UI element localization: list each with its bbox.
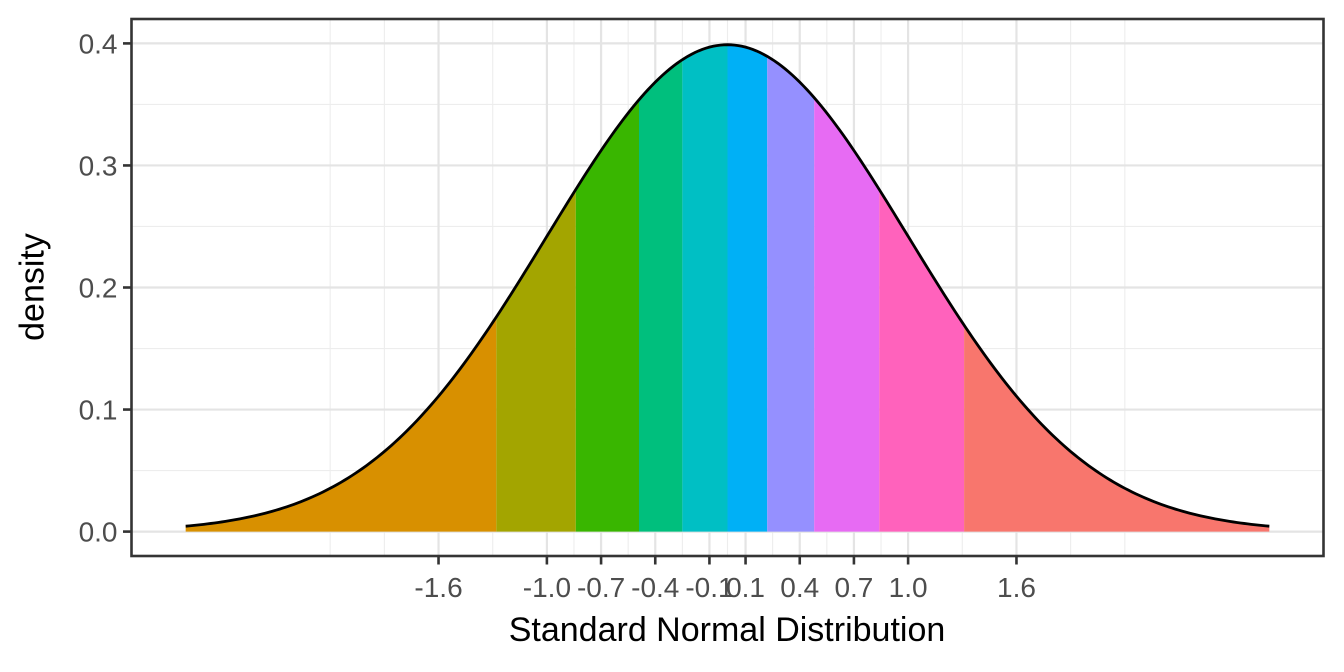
x-tick-label: -1.6 — [414, 572, 462, 603]
x-tick-label: 0.1 — [726, 572, 765, 603]
decile-band-4 — [639, 59, 683, 532]
decile-band-5 — [682, 44, 728, 532]
x-tick-label: -1.0 — [523, 572, 571, 603]
density-curve — [185, 43, 1270, 528]
decile-band-3 — [575, 99, 639, 532]
y-tick-label: 0.2 — [79, 273, 118, 304]
x-tick-label: 1.6 — [997, 572, 1036, 603]
decile-band-8 — [814, 97, 880, 532]
y-tick-label: 0.1 — [79, 395, 118, 426]
x-tick-label: 1.0 — [889, 572, 928, 603]
y-axis-title: density — [13, 233, 52, 341]
x-axis-title: Standard Normal Distribution — [508, 611, 946, 649]
decile-band-10 — [964, 325, 1270, 532]
x-tick-label: -0.4 — [631, 572, 679, 603]
x-tick-label: 0.7 — [834, 572, 873, 603]
x-tick-label: 0.4 — [780, 572, 819, 603]
decile-band-7 — [767, 56, 815, 532]
y-tick-label: 0.3 — [79, 150, 118, 181]
x-tick-label: -0.1 — [685, 572, 733, 603]
y-tick-label: 0.4 — [79, 28, 118, 59]
x-tick-label: -0.7 — [577, 572, 625, 603]
decile-band-6 — [727, 44, 768, 532]
y-tick-label: 0.0 — [79, 517, 118, 548]
decile-band-9 — [879, 189, 965, 532]
decile-band-1 — [185, 316, 497, 532]
decile-band-2 — [496, 189, 576, 532]
